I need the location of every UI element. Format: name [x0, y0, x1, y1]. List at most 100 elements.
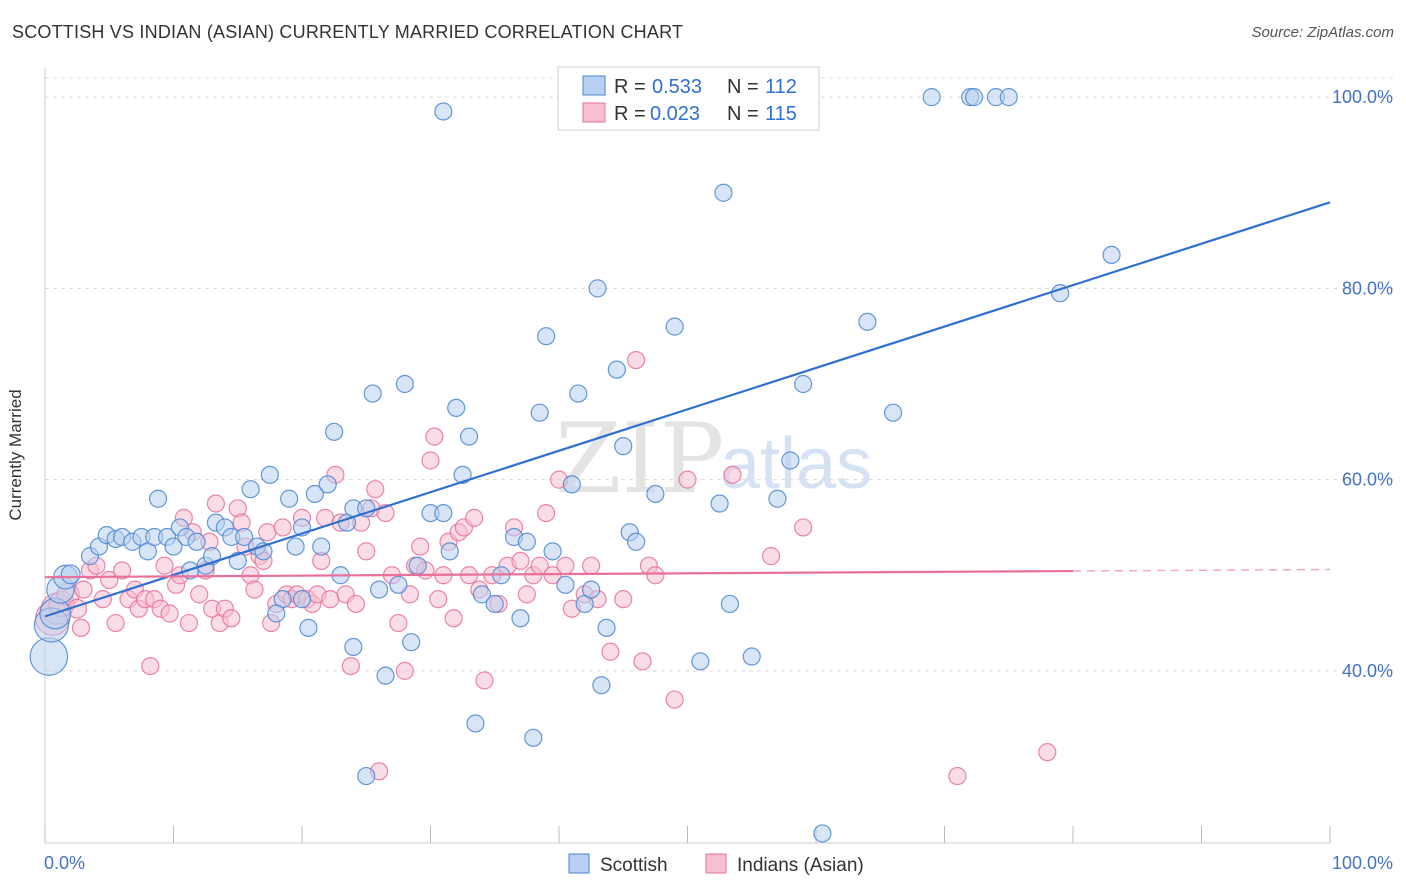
indian-point: [475, 671, 494, 690]
scottish-point: [781, 451, 800, 470]
legend-bottom: Scottish Indians (Asian): [568, 853, 864, 876]
scottish-point: [524, 728, 543, 747]
scottish-point: [794, 374, 813, 394]
indian-point: [511, 551, 530, 571]
scottish-point: [286, 537, 305, 556]
legend-n-value-indian: 115: [765, 103, 797, 125]
scottish-trend-line: [44, 201, 1331, 618]
y-tick-label: 80.0%: [1342, 278, 1393, 298]
chart-title: SCOTTISH VS INDIAN (ASIAN) CURRENTLY MAR…: [12, 22, 684, 42]
indian-trend-line-extension: [1072, 568, 1331, 572]
indian-point: [273, 518, 292, 537]
scottish-point: [395, 374, 414, 394]
scottish-point: [357, 766, 376, 786]
scottish-point: [720, 594, 740, 614]
scottish-point: [517, 532, 536, 551]
indian-point: [357, 542, 376, 561]
scottish-point: [964, 88, 984, 107]
trend-lines: [44, 201, 1331, 618]
scottish-point: [530, 403, 549, 422]
indian-point: [948, 766, 967, 786]
indian-point: [179, 613, 199, 633]
legend-top: R = 0.533 N = 112 R = 0.023 N = 115: [557, 66, 820, 131]
indian-point: [93, 590, 112, 609]
scottish-point: [187, 532, 206, 551]
scottish-point: [241, 480, 260, 499]
legend-r-value-scottish: 0.533: [652, 76, 702, 98]
scottish-point: [768, 489, 787, 508]
scottish-point: [646, 484, 665, 504]
scottish-point: [466, 714, 485, 733]
indian-point: [71, 618, 91, 637]
scottish-point: [459, 427, 479, 446]
scottish-point: [260, 465, 279, 484]
y-tick-label: 60.0%: [1342, 470, 1393, 490]
indian-point: [395, 661, 414, 680]
legend-bottom-swatch-scottish: [568, 853, 590, 874]
watermark-zip: ZIP: [555, 403, 724, 515]
scottish-point: [344, 637, 363, 657]
scottish-point: [883, 403, 903, 422]
scottish-point: [1102, 245, 1121, 265]
indian-point: [155, 556, 174, 575]
scottish-point: [148, 489, 168, 508]
scottish-point: [472, 585, 491, 604]
indian-point: [444, 609, 463, 628]
indian-point: [761, 547, 781, 566]
scottish-point: [607, 360, 626, 379]
chart-source: Source: ZipAtlas.com: [1251, 24, 1394, 41]
indian-point: [366, 480, 385, 499]
scottish-point: [813, 824, 832, 843]
indian-point: [141, 656, 160, 676]
indian-point: [106, 613, 125, 633]
legend-n-label-scottish: N =: [727, 76, 759, 98]
scottish-point: [597, 618, 616, 637]
scottish-point: [267, 604, 286, 623]
scottish-point: [363, 384, 382, 403]
scottish-point: [389, 575, 408, 594]
indian-point: [794, 518, 813, 537]
indian-point: [411, 537, 430, 556]
scottish-point: [742, 647, 761, 666]
indian-point: [245, 580, 264, 599]
scottish-point: [858, 312, 877, 331]
indian-point: [190, 585, 209, 604]
scottish-point: [543, 542, 562, 561]
scottish-point: [408, 556, 427, 575]
x-tick-labels: 0.0% 100.0%: [44, 853, 1393, 873]
indian-point: [556, 556, 575, 575]
legend-bottom-swatch-indian: [705, 853, 727, 874]
scottish-point: [434, 503, 453, 523]
indian-point: [582, 556, 601, 575]
legend-r-label-scottish: R =: [614, 76, 646, 98]
legend-n-label-indian: N =: [727, 103, 759, 125]
indian-point: [614, 590, 633, 609]
scottish-point: [614, 437, 633, 456]
indian-point: [465, 508, 484, 527]
scottish-point: [305, 484, 324, 504]
scottish-point: [626, 532, 646, 551]
scottish-point: [556, 575, 575, 594]
scottish-point: [164, 537, 183, 556]
y-tick-labels: 40.0% 60.0% 80.0% 100.0%: [1332, 87, 1393, 681]
indian-point: [633, 652, 652, 671]
indian-point: [537, 503, 556, 523]
scottish-point: [592, 676, 611, 695]
scottish-point: [402, 633, 421, 652]
scottish-point: [318, 475, 337, 494]
legend-n-value-scottish: 112: [765, 76, 797, 98]
indian-trend-line: [44, 569, 1074, 579]
indian-point: [112, 561, 132, 580]
indian-point: [678, 470, 697, 489]
scottish-point: [447, 398, 466, 418]
scottish-point: [569, 384, 588, 403]
indian-point: [341, 656, 360, 676]
indian-point: [601, 642, 620, 661]
legend-swatch-indian: [582, 102, 606, 123]
scottish-point: [999, 88, 1018, 107]
legend-bottom-label-indian: Indians (Asian): [737, 855, 864, 876]
indian-point: [74, 580, 93, 599]
scottish-point: [60, 564, 81, 585]
legend-r-label-indian: R =: [614, 103, 646, 125]
indian-point: [321, 590, 340, 609]
